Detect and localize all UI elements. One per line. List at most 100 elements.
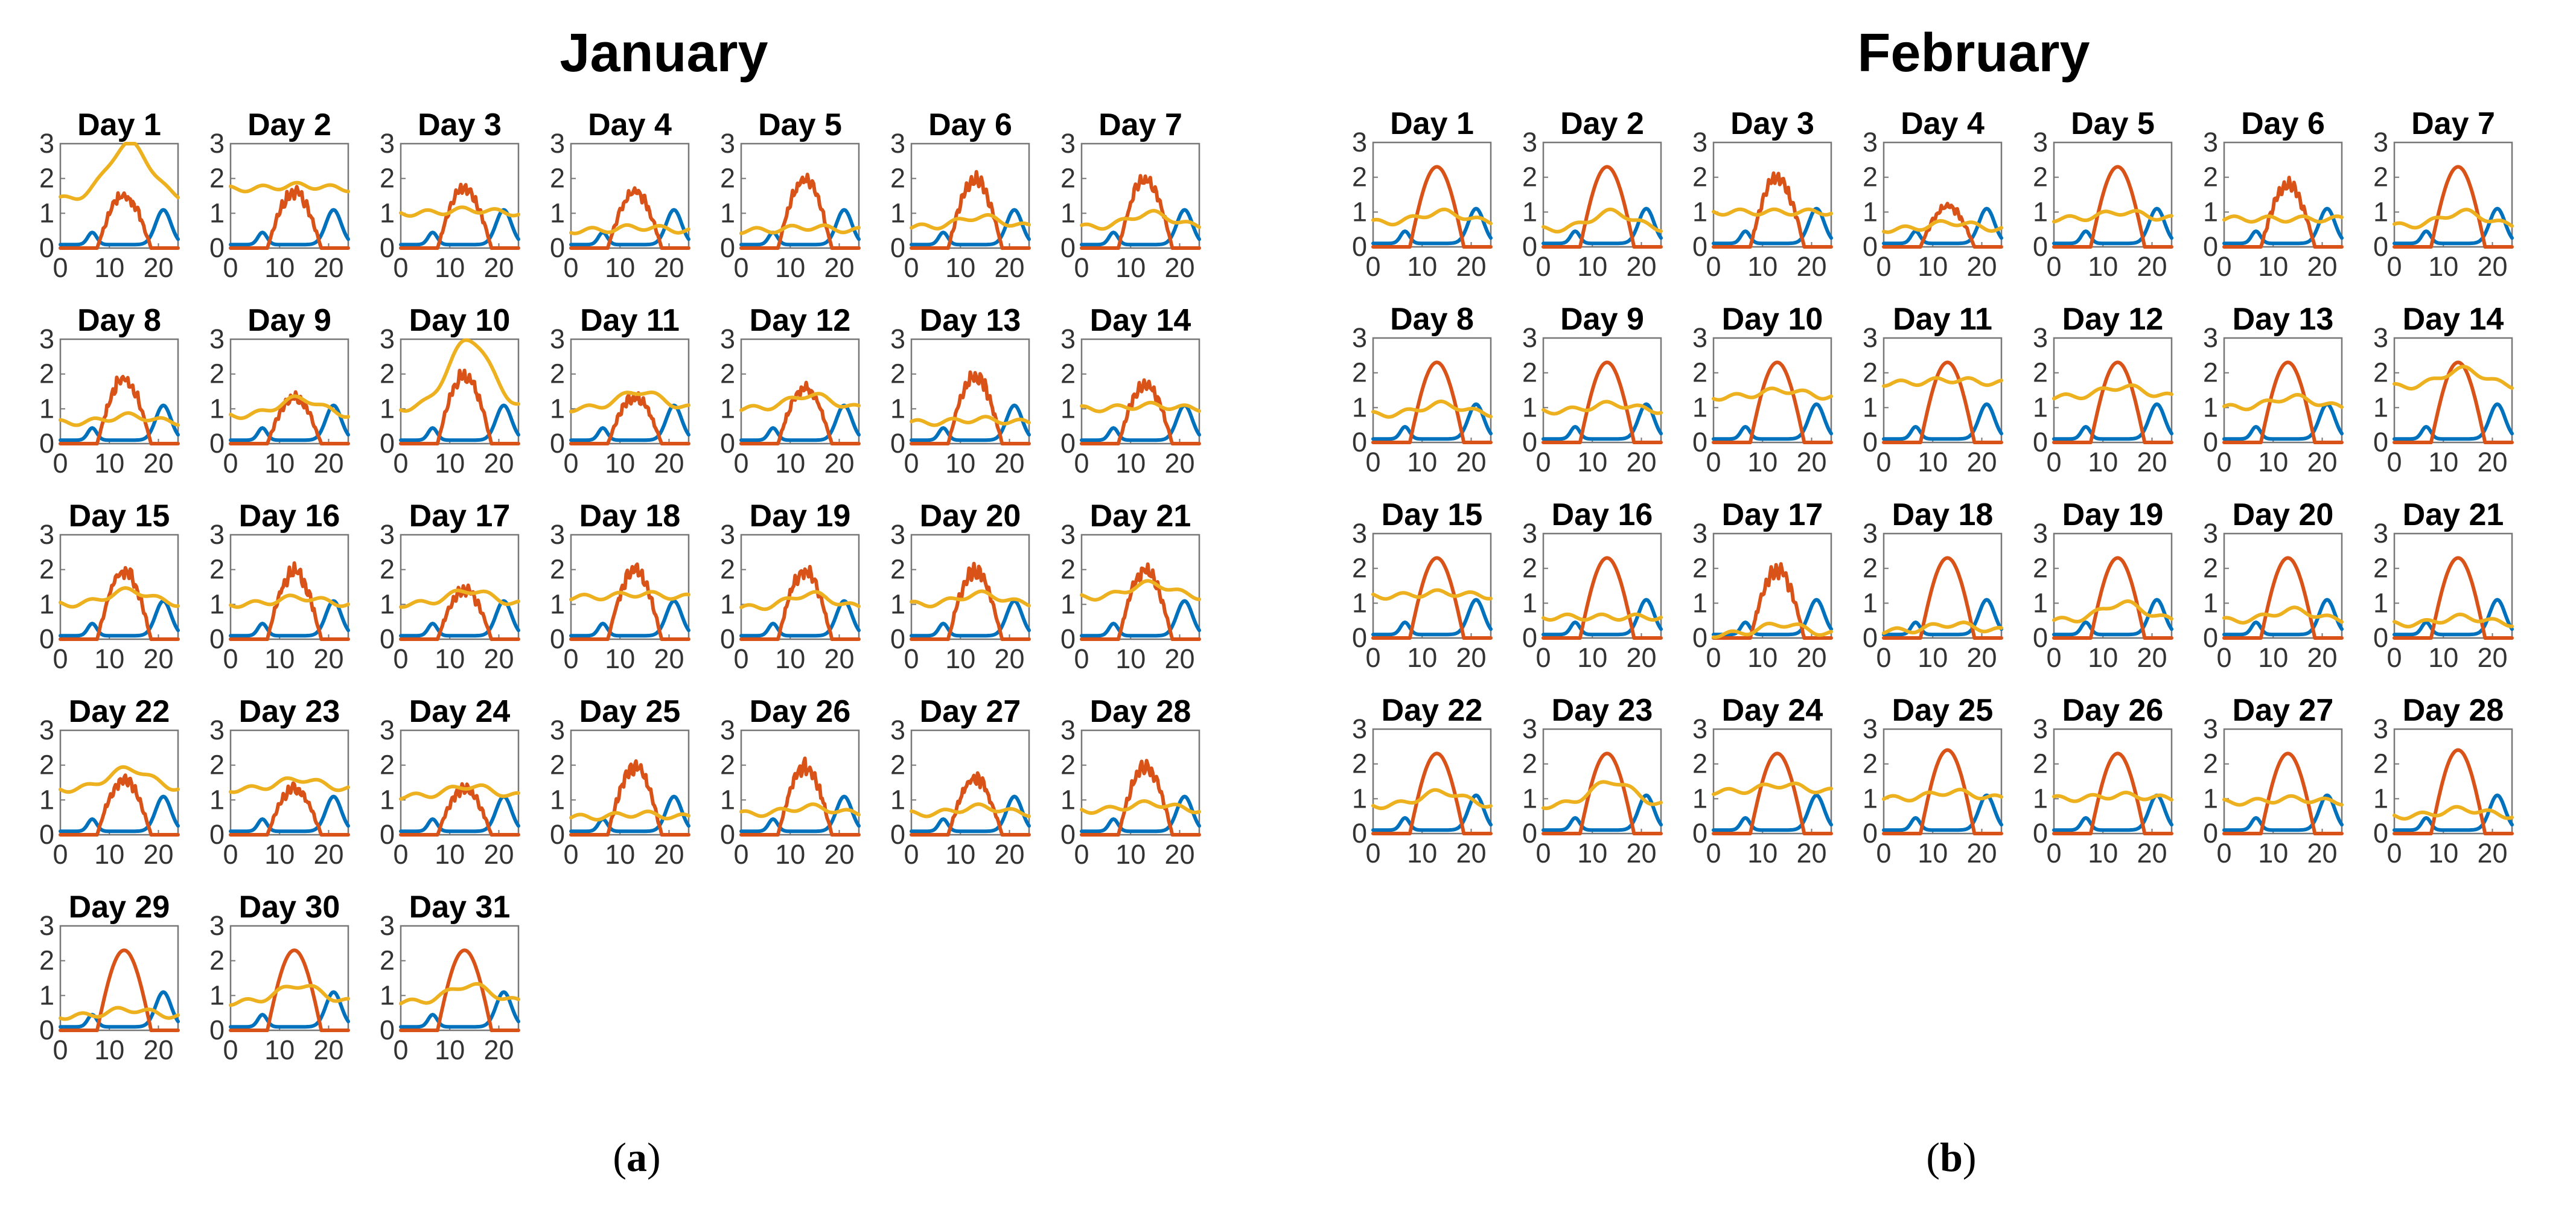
x-tick-label: 20	[483, 1035, 514, 1065]
x-tick-label: 20	[1626, 251, 1656, 282]
y-tick-label: 3	[550, 324, 565, 354]
subplot-title: Day 23	[239, 694, 340, 729]
y-tick-label: 3	[890, 128, 905, 159]
line-series_b	[1882, 360, 2003, 444]
y-tick-label: 2	[550, 163, 565, 194]
line-series_c	[229, 394, 350, 420]
subplot-title: Day 27	[920, 694, 1021, 729]
x-tick-label: 10	[2428, 251, 2458, 282]
subplot-title: Day 1	[1390, 106, 1474, 141]
line-series_b	[399, 182, 520, 250]
x-tick-label: 10	[775, 839, 805, 870]
y-tick-label: 1	[209, 784, 225, 815]
y-tick-label: 1	[1522, 783, 1537, 814]
y-tick-label: 0	[2203, 231, 2218, 262]
y-tick-label: 1	[2033, 196, 2048, 227]
x-tick-label: 20	[1456, 838, 1486, 869]
subplot-title: Day 6	[2241, 106, 2325, 141]
line-series_b	[1371, 556, 1493, 640]
y-tick-label: 1	[550, 784, 565, 815]
y-tick-label: 0	[1522, 622, 1537, 653]
x-tick-label: 0	[904, 252, 919, 283]
line-series_b	[739, 756, 861, 837]
line-series_c	[1541, 780, 1663, 811]
y-tick-label: 1	[2203, 392, 2218, 423]
line-series_a	[59, 208, 180, 247]
y-tick-label: 2	[1060, 163, 1076, 194]
x-tick-label: 20	[143, 839, 173, 870]
y-tick-label: 0	[2033, 427, 2048, 458]
caption-a: (a)	[613, 1134, 660, 1180]
y-tick-label: 2	[209, 554, 225, 585]
y-tick-label: 3	[2203, 322, 2218, 353]
subplot-title: Day 9	[1560, 302, 1644, 337]
y-tick-label: 0	[1352, 231, 1367, 262]
y-tick-label: 3	[2373, 518, 2388, 549]
line-series_a	[2393, 598, 2514, 637]
y-tick-label: 3	[380, 128, 395, 159]
y-tick-label: 1	[209, 980, 225, 1010]
line-series_b	[1080, 174, 1201, 250]
line-series_b	[569, 186, 690, 250]
x-tick-label: 0	[1535, 251, 1551, 282]
y-tick-label: 3	[2373, 322, 2388, 353]
subplot-title: Day 21	[2403, 497, 2504, 532]
axes-frame	[1712, 141, 1832, 248]
x-tick-label: 20	[2307, 642, 2337, 673]
y-tick-label: 3	[380, 324, 395, 354]
x-tick-label: 10	[1747, 447, 1777, 477]
y-tick-label: 3	[39, 910, 54, 941]
line-series_c	[1882, 620, 2003, 635]
y-tick-label: 1	[380, 393, 395, 424]
x-tick-label: 20	[483, 839, 514, 870]
y-tick-label: 0	[1060, 819, 1076, 850]
x-tick-label: 20	[2477, 251, 2507, 282]
y-tick-label: 2	[720, 163, 735, 194]
x-tick-label: 20	[654, 448, 684, 479]
x-tick-label: 20	[994, 448, 1024, 479]
x-tick-label: 10	[1577, 838, 1607, 869]
y-tick-label: 3	[1352, 518, 1367, 549]
y-tick-label: 0	[39, 428, 54, 459]
x-tick-label: 0	[904, 448, 919, 479]
line-series_c	[2052, 599, 2173, 624]
line-series_b	[229, 185, 350, 250]
y-tick-label: 3	[550, 519, 565, 550]
subplot-title: Day 13	[920, 303, 1021, 338]
x-tick-label: 10	[605, 643, 635, 674]
subplot-title: Day 15	[69, 499, 170, 534]
y-tick-label: 2	[2203, 553, 2218, 584]
line-series_b	[1712, 562, 1833, 640]
y-tick-label: 1	[380, 784, 395, 815]
subplot-title: Day 17	[1722, 497, 1823, 532]
axes-frame	[910, 534, 1030, 640]
y-tick-label: 1	[1060, 197, 1076, 228]
x-tick-label: 10	[264, 839, 295, 870]
line-series_c	[1882, 788, 2003, 803]
line-series_b	[229, 781, 350, 837]
axes-frame	[1542, 532, 1662, 639]
axes-frame	[910, 338, 1030, 445]
subplot-day-1: Day 1 0 12 3 0 10 20	[39, 107, 180, 283]
axes-frame	[1712, 728, 1832, 835]
x-tick-label: 0	[733, 643, 748, 674]
subplot-title: Day 7	[2411, 106, 2495, 141]
x-tick-label: 0	[223, 448, 238, 479]
y-tick-label: 1	[1863, 587, 1878, 618]
subplot-day-9: Day 9 0 1 2 3 0 10 20	[1522, 302, 1663, 477]
line-series_c	[2052, 791, 2173, 803]
y-tick-label: 3	[209, 519, 225, 550]
y-tick-label: 2	[1692, 162, 1707, 193]
line-series_b	[910, 561, 1031, 641]
y-tick-label: 1	[2373, 196, 2388, 227]
x-tick-label: 0	[393, 448, 408, 479]
x-tick-label: 10	[1918, 642, 1948, 673]
y-tick-label: 3	[1863, 322, 1878, 353]
subplot-title: Day 8	[77, 303, 161, 338]
subplot-day-7: Day 7 0 12 3 0 10 20	[2373, 106, 2514, 282]
line-series_a	[2052, 598, 2173, 637]
x-tick-label: 10	[775, 252, 805, 283]
subplot-day-21: Day 21 0 12 3 0 10 20	[2373, 497, 2514, 673]
y-tick-label: 2	[1522, 357, 1537, 388]
